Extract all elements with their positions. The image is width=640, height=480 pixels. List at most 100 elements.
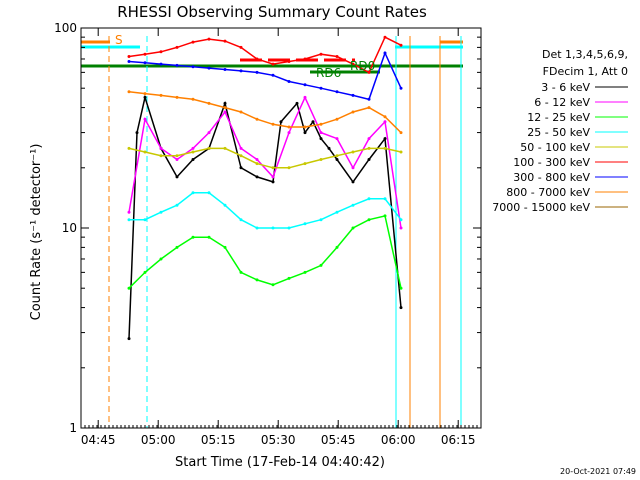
data-point <box>303 83 307 87</box>
data-point <box>399 218 403 222</box>
data-point <box>367 137 371 141</box>
data-point <box>255 117 259 121</box>
data-point <box>351 62 355 66</box>
data-point <box>303 270 307 274</box>
data-point <box>335 210 339 214</box>
data-point <box>311 120 315 124</box>
data-point <box>255 158 259 161</box>
data-point <box>271 175 275 179</box>
data-point <box>319 137 323 141</box>
data-point <box>239 270 243 274</box>
data-point <box>159 50 163 54</box>
data-point <box>351 203 355 207</box>
data-point <box>279 120 283 124</box>
data-point <box>159 62 163 66</box>
data-point <box>223 101 227 105</box>
data-point <box>303 162 307 166</box>
data-point <box>239 45 243 49</box>
data-point <box>255 226 259 230</box>
data-point <box>255 70 259 74</box>
data-point <box>127 218 131 222</box>
data-point <box>367 97 371 101</box>
data-point <box>255 278 259 282</box>
data-point <box>175 45 179 49</box>
data-point <box>319 158 323 161</box>
data-point <box>159 93 163 97</box>
data-point <box>223 106 227 110</box>
data-point <box>271 73 275 77</box>
x-tick-label: 05:00 <box>141 433 176 447</box>
data-point <box>191 158 195 161</box>
data-point <box>239 69 243 73</box>
series-line-4 <box>128 147 402 169</box>
data-point <box>143 270 147 274</box>
annotation-rd6: RD6 <box>316 66 341 80</box>
data-point <box>143 92 147 96</box>
data-point <box>223 39 227 43</box>
data-point <box>287 60 291 63</box>
data-point <box>287 276 291 280</box>
annotation-rd0: RD0 <box>350 59 375 73</box>
series-line-3 <box>129 192 402 229</box>
legend-entry-label: 12 - 25 keV <box>527 111 590 124</box>
data-point <box>223 203 227 207</box>
data-point <box>191 40 195 44</box>
data-point <box>271 226 275 230</box>
data-point <box>143 95 147 99</box>
data-point <box>207 146 211 150</box>
data-point <box>335 55 339 58</box>
data-point <box>383 35 387 39</box>
data-point <box>399 86 403 90</box>
y-axis-label: Count Rate (s⁻¹ detector⁻¹) <box>29 144 44 321</box>
data-point <box>223 68 227 71</box>
data-point <box>319 218 323 222</box>
data-point <box>399 150 403 154</box>
legend-entry-label: 300 - 800 keV <box>513 171 590 184</box>
data-point <box>287 125 291 129</box>
data-point <box>287 131 291 135</box>
y-tick-label: 100 <box>54 21 77 35</box>
data-point <box>327 146 331 150</box>
data-point <box>159 154 163 158</box>
series-line-5 <box>128 36 402 74</box>
data-point <box>319 86 323 90</box>
data-point <box>239 154 243 158</box>
data-point <box>287 166 291 170</box>
data-point <box>383 146 387 150</box>
data-point <box>207 37 211 41</box>
data-point <box>399 286 403 290</box>
data-point <box>127 90 131 94</box>
legend-entry-label: 6 - 12 keV <box>534 96 590 109</box>
data-point <box>223 110 227 114</box>
data-point <box>175 95 179 99</box>
y-tick-label: 10 <box>62 221 77 235</box>
data-point <box>319 122 323 126</box>
legend-entry-label: 800 - 7000 keV <box>506 186 590 199</box>
data-point <box>127 210 131 214</box>
data-point <box>335 245 339 249</box>
data-point <box>127 60 131 63</box>
data-point <box>271 122 275 126</box>
x-axis-label: Start Time (17-Feb-14 04:40:42) <box>175 455 385 470</box>
data-point <box>143 218 147 222</box>
data-point <box>239 218 243 222</box>
data-point <box>191 191 195 195</box>
series-line-0 <box>128 94 402 339</box>
observing-state-bars <box>81 36 463 428</box>
data-point <box>207 191 211 195</box>
data-point <box>367 218 371 222</box>
series-line-7 <box>128 91 402 134</box>
data-point <box>335 158 339 161</box>
data-point <box>367 106 371 110</box>
data-point <box>207 235 211 239</box>
data-point <box>191 65 195 69</box>
x-tick-label: 06:00 <box>381 433 416 447</box>
annotation-s: S <box>115 33 123 47</box>
data-point <box>351 110 355 114</box>
data-point <box>383 197 387 201</box>
data-point <box>303 57 307 61</box>
data-point <box>159 210 163 214</box>
data-point <box>303 222 307 226</box>
data-point <box>255 175 259 179</box>
legend-entry-label: 100 - 300 keV <box>513 156 590 169</box>
